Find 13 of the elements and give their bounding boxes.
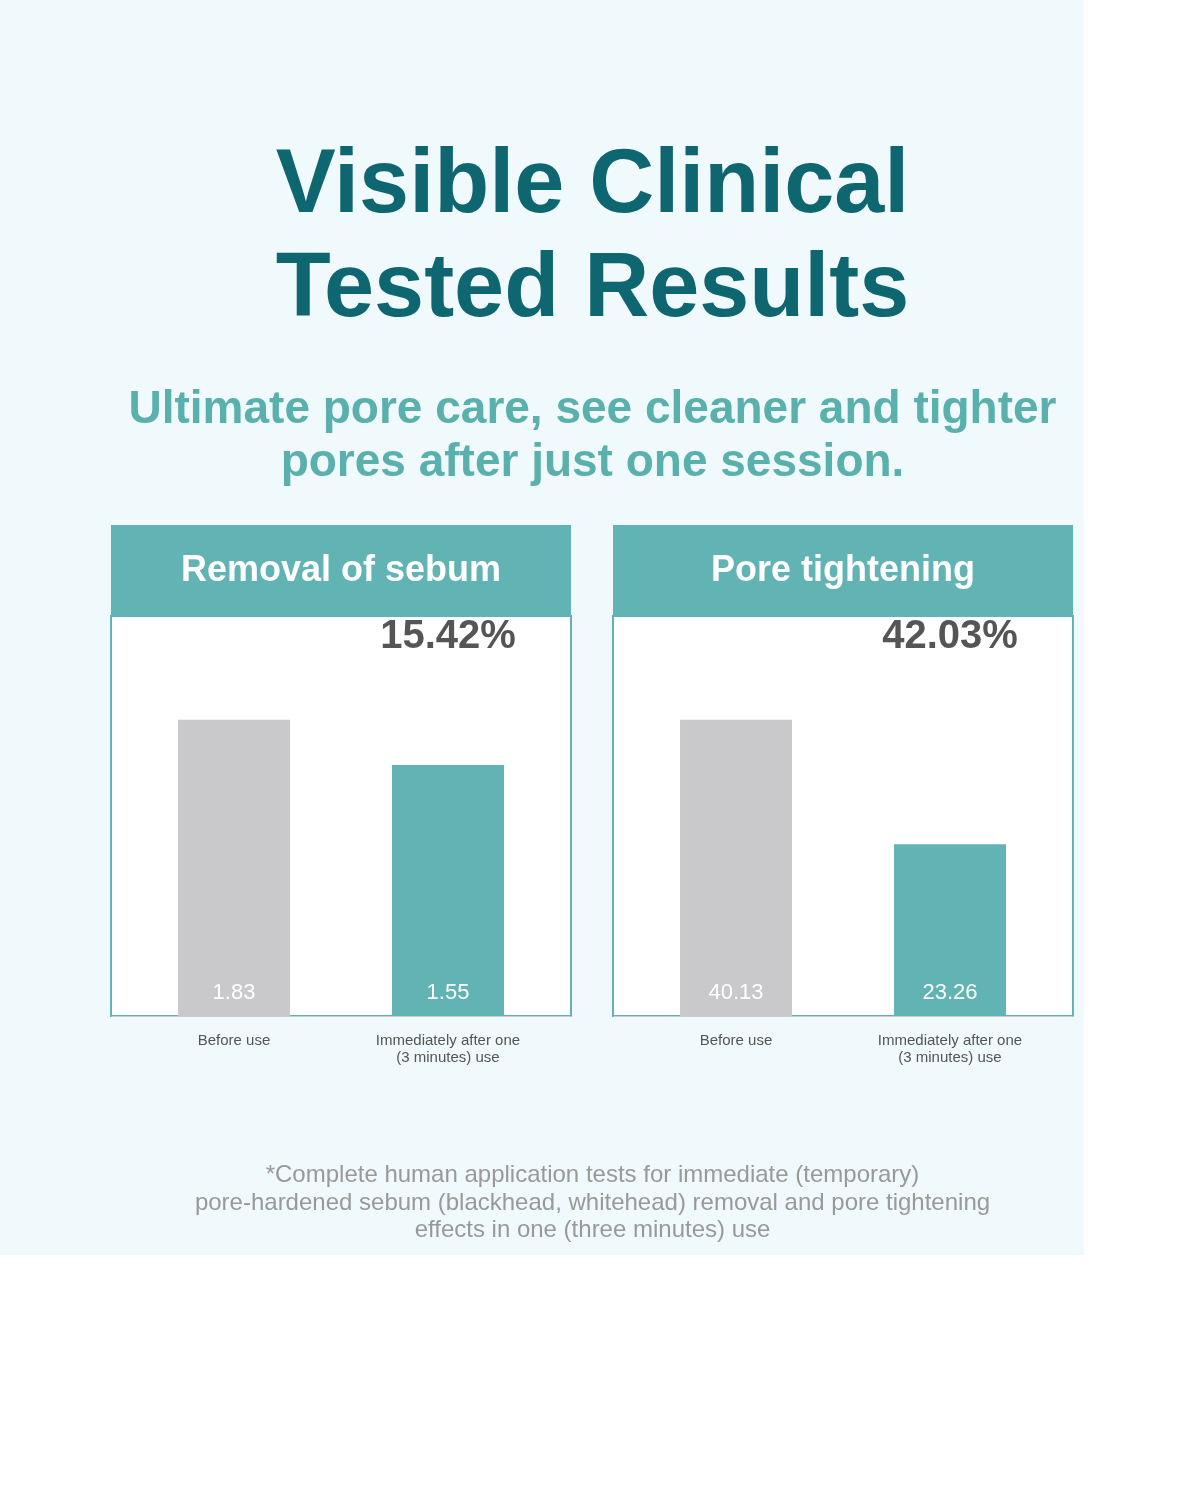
chart-title: Pore tightening <box>711 548 975 589</box>
text: Ultimate pore care, see cleaner and tighter pores after just one session. <box>128 381 1057 486</box>
x-tick-label: Immediately after one (3 minutes) use <box>877 1030 1023 1065</box>
x-tick-label: Before use <box>699 1030 773 1048</box>
data-label: 1.55 <box>426 979 470 1004</box>
text: 42.03% <box>882 612 1018 656</box>
text: Visible Clinical Tested Results <box>275 131 910 335</box>
x-tick-label: Immediately after one (3 minutes) use <box>375 1030 521 1065</box>
chart-title: Removal of sebum <box>180 548 502 589</box>
x-tick-label: Before use <box>197 1030 271 1048</box>
data-label: 23.26 <box>922 979 978 1004</box>
text: 15.42% <box>380 612 516 656</box>
text: *Complete human application tests for immediate (temporary) pore-hardened sebum (blackhead, whitehead) removal and pore tightening effects in one (three minutes) use <box>194 1160 991 1243</box>
